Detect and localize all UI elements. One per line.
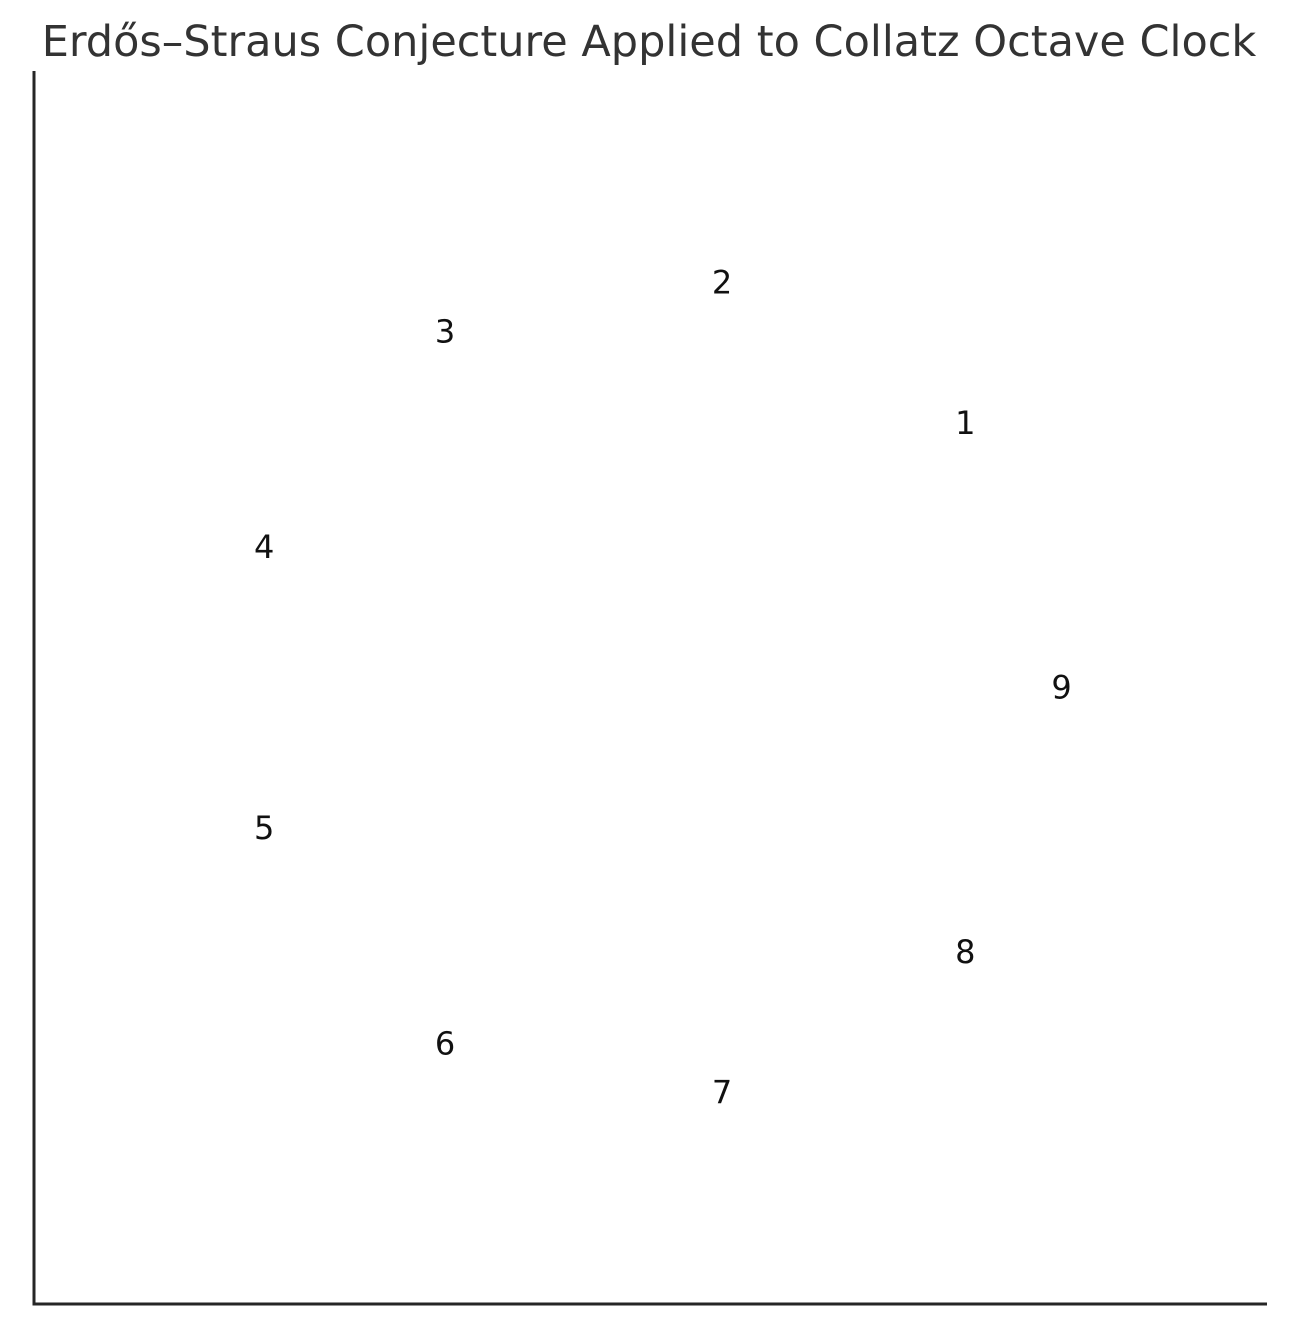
- chart-title: Erdős–Straus Conjecture Applied to Colla…: [42, 17, 1257, 67]
- point-label-3: 3: [435, 313, 455, 351]
- point-label-1: 1: [955, 404, 975, 442]
- point-labels: 1 2 3 4 5 6 7 8 9: [254, 264, 1072, 1112]
- point-label-9: 9: [1051, 669, 1071, 707]
- point-label-5: 5: [254, 809, 274, 847]
- axes: [32, 71, 1267, 1306]
- point-label-6: 6: [435, 1024, 455, 1062]
- point-label-8: 8: [955, 933, 975, 971]
- point-label-4: 4: [254, 528, 274, 566]
- point-label-2: 2: [712, 264, 732, 302]
- point-label-7: 7: [712, 1073, 732, 1111]
